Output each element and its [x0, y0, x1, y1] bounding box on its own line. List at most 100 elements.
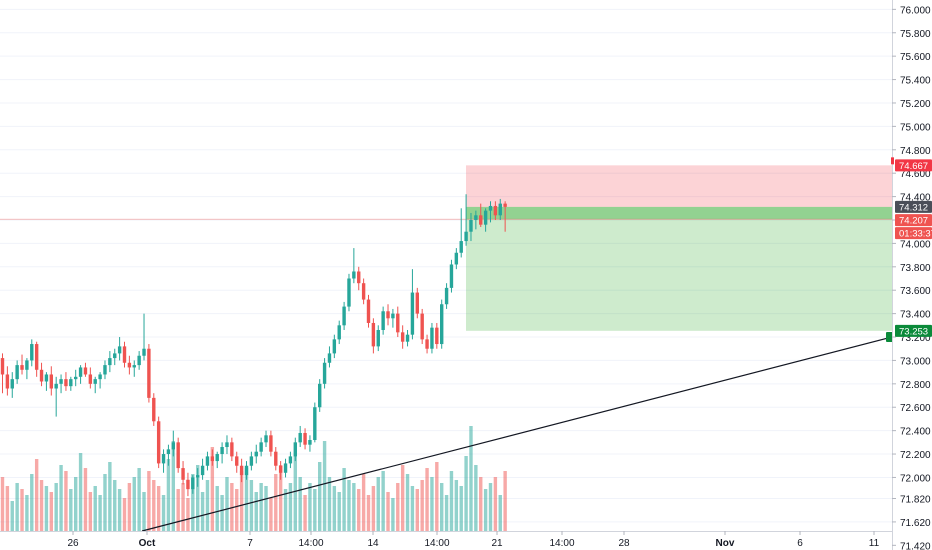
volume-bar [337, 492, 341, 531]
volume-bar [381, 471, 385, 531]
candle-body [5, 374, 10, 389]
candle-body [152, 397, 156, 422]
candle-body [488, 205, 493, 211]
volume-bar [313, 489, 317, 531]
candle-body [64, 379, 68, 387]
candle-body [479, 215, 483, 225]
candle-body [127, 362, 132, 368]
candle-body [69, 379, 73, 387]
volume-bar [147, 471, 151, 531]
volume-bar [415, 489, 419, 531]
volume-bar [444, 495, 449, 531]
volume-bar [503, 471, 507, 531]
volume-bar [249, 480, 254, 531]
volume-bar [366, 495, 371, 531]
candle-body [371, 322, 376, 347]
candle-body [435, 327, 439, 345]
candle-body [20, 365, 24, 370]
volume-bar [259, 483, 263, 531]
trend-line-segment [141, 336, 893, 532]
volume-bar [10, 501, 14, 531]
price-tick-label: 76.000 [900, 5, 931, 16]
volume-bar [74, 477, 78, 531]
volume-bar [142, 492, 146, 531]
volume-bar [352, 483, 356, 531]
candle-body [386, 311, 390, 319]
volume-bar [205, 480, 210, 531]
volume-bar [235, 489, 239, 531]
volume-bar [449, 471, 454, 531]
candle-body [410, 292, 415, 335]
stop-loss-marker [891, 157, 894, 165]
volume-bar [103, 474, 107, 531]
chart-grid [0, 8, 892, 546]
candle-body [298, 432, 302, 443]
time-axis[interactable]: 26 Oct 7 14:00 14 14:00 21 14:00 28 Nov 6 11 [0, 531, 892, 550]
time-axis-bg [0, 531, 892, 550]
price-tick-label: 74.800 [900, 146, 931, 157]
volume-bar [357, 489, 361, 531]
short-position-tool[interactable] [466, 165, 892, 331]
candle-body [430, 327, 434, 349]
volume-bar [171, 441, 175, 531]
volume-bar [278, 465, 283, 531]
volume-bar [49, 492, 53, 531]
price-axis[interactable]: 71.420 71.620 71.820 72.000 72.200 72.400 72.6… [892, 0, 932, 550]
volume-bar [283, 489, 288, 531]
candle-body [25, 360, 29, 370]
volume-bar [113, 480, 117, 531]
volume-bar [98, 495, 102, 531]
time-tick-label: 14:00 [549, 538, 574, 549]
candle-body [235, 456, 239, 466]
volume-bar [210, 447, 215, 531]
volume-bar [54, 483, 58, 531]
volume-bar [425, 468, 429, 531]
candle-body [366, 299, 371, 323]
volume-bar [361, 474, 366, 531]
volume-bar [244, 468, 249, 531]
candlestick-series[interactable] [0, 194, 507, 497]
position-filled-zone [466, 206, 892, 220]
volume-bar [117, 489, 122, 531]
take-profit-price-label-bg [895, 324, 932, 337]
time-tick-label: 14:00 [424, 538, 449, 549]
volume-bar [230, 483, 234, 531]
candle-body [357, 271, 361, 284]
volume-bars [0, 426, 507, 531]
candle-body [361, 283, 366, 300]
volume-bar [474, 465, 478, 531]
candle-body [415, 292, 419, 314]
volume-bar [69, 489, 73, 531]
stop-loss-zone [466, 165, 892, 207]
volume-bar [318, 462, 322, 531]
volume-bar [493, 477, 498, 531]
price-tick-label: 72.800 [900, 380, 931, 391]
candle-body [15, 365, 19, 380]
volume-bar [59, 465, 63, 531]
volume-bar [25, 495, 29, 531]
candle-body [54, 383, 58, 389]
candle-body [30, 344, 34, 361]
time-tick-label: 21 [491, 538, 503, 549]
candle-body [269, 435, 273, 452]
candle-body [322, 362, 327, 384]
candle-body [156, 421, 161, 464]
candle-body [503, 203, 507, 207]
candle-body [196, 475, 200, 478]
volume-bar [400, 465, 405, 531]
candle-body [78, 367, 83, 377]
price-tick-label: 75.000 [900, 122, 931, 133]
candle-body [132, 365, 136, 368]
candle-body [171, 442, 175, 450]
candle-body [352, 271, 356, 279]
volume-bar [293, 456, 297, 531]
volume-bar [108, 462, 112, 531]
candle-body [44, 374, 49, 382]
trend-line[interactable] [141, 332, 896, 532]
candle-body [337, 325, 341, 340]
volume-bar [420, 480, 424, 531]
candle-body [74, 376, 78, 380]
candle-body [288, 456, 293, 464]
volume-bar [405, 474, 410, 531]
